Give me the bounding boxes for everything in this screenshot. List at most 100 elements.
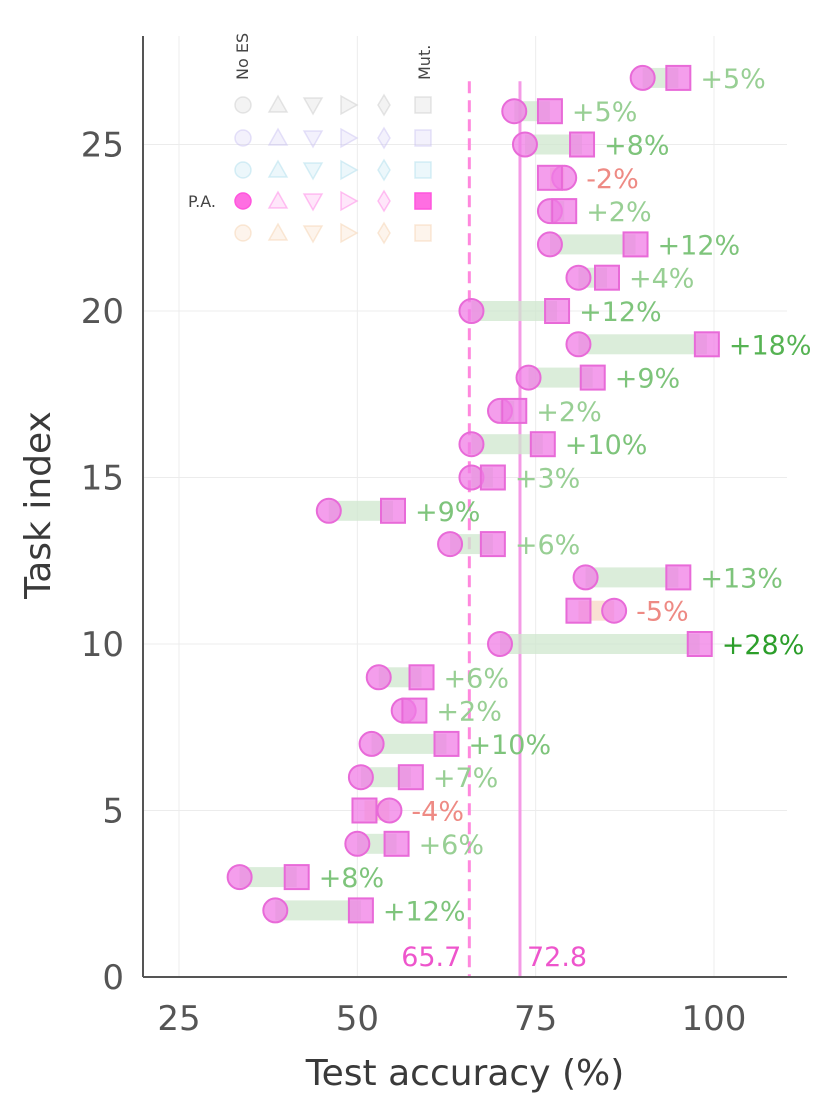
legend-square-marker <box>414 192 432 210</box>
square-marker <box>479 464 506 491</box>
square-marker <box>347 897 374 924</box>
improvement-bar <box>585 567 679 588</box>
data-marks <box>226 64 720 924</box>
improvement-bar <box>549 234 636 255</box>
delta-label: +5% <box>700 64 765 95</box>
circle-marker <box>376 797 403 824</box>
circle-marker <box>572 564 599 591</box>
square-marker <box>665 64 692 91</box>
legend-square-marker <box>414 161 432 179</box>
improvement-bar <box>275 900 361 921</box>
square-marker <box>551 198 578 225</box>
circle-marker <box>511 131 538 158</box>
delta-labels: +12%+8%+6%-4%+7%+10%+2%+6%+28%-5%+13%+6%… <box>319 64 812 928</box>
delta-label: +7% <box>433 763 498 794</box>
square-marker <box>383 830 410 857</box>
delta-label: +9% <box>415 497 480 528</box>
improvement-bar <box>578 334 707 355</box>
legend-triangle-down-marker <box>302 225 324 244</box>
legend-triangle-down-marker <box>302 193 324 212</box>
legend-column-label: Mut. <box>415 45 434 80</box>
legend-circle-marker <box>234 192 252 210</box>
delta-label: +5% <box>572 97 637 128</box>
y-tick-label: 10 <box>81 625 124 665</box>
delta-label: -4% <box>411 797 464 828</box>
x-axis-label: Test accuracy (%) <box>305 1053 625 1094</box>
delta-label: +3% <box>515 464 580 495</box>
improvement-bar <box>528 367 593 388</box>
square-marker <box>380 497 406 524</box>
legend-diamond-marker <box>377 189 391 213</box>
square-marker <box>686 631 713 657</box>
circle-marker <box>344 830 371 857</box>
legend-triangle-down-marker <box>302 162 324 181</box>
circle-marker <box>629 64 656 91</box>
square-marker <box>283 864 310 891</box>
legend-triangle-down-marker <box>302 97 324 116</box>
circle-marker <box>358 730 385 757</box>
circle-marker <box>501 98 528 125</box>
square-marker <box>501 397 528 424</box>
square-marker <box>351 797 378 824</box>
legend-triangle-up-marker <box>267 159 289 178</box>
legend-circle-marker <box>234 224 252 242</box>
legend-diamond-marker <box>377 93 391 117</box>
square-marker <box>579 364 606 391</box>
square-marker <box>401 697 428 724</box>
legend-diamond-marker <box>377 126 391 150</box>
x-tick-label: 75 <box>514 999 557 1039</box>
circle-marker <box>536 231 563 258</box>
legend-square-marker <box>414 224 432 242</box>
delta-label: +2% <box>436 697 501 728</box>
delta-label: +12% <box>383 896 466 927</box>
square-marker <box>536 164 563 191</box>
legend-triangle-right-marker <box>340 222 359 244</box>
x-tick-label: 25 <box>157 999 200 1039</box>
legend-triangle-up-marker <box>267 222 289 241</box>
improvement-bar <box>239 867 297 888</box>
circle-marker <box>565 264 592 291</box>
reference-lines: 65.7 72.8 <box>401 81 587 977</box>
circle-marker <box>437 531 464 558</box>
delta-label: +9% <box>615 364 680 395</box>
delta-label: +8% <box>319 863 384 894</box>
square-marker <box>693 331 720 358</box>
delta-label: +2% <box>536 397 601 428</box>
square-marker <box>565 597 592 624</box>
legend-triangle-right-marker <box>340 127 359 149</box>
delta-label: +4% <box>629 264 694 295</box>
delta-label: +6% <box>419 830 484 861</box>
improvement-bar <box>500 634 700 654</box>
legend-square-marker <box>414 129 432 147</box>
improvement-bar <box>371 733 447 754</box>
legend-triangle-up-marker <box>267 94 289 113</box>
legend-triangle-down-marker <box>302 130 324 149</box>
x-tick-labels: 25 50 75 100 <box>157 999 746 1039</box>
circle-marker <box>458 298 485 324</box>
circle-marker <box>565 331 592 358</box>
delta-label: +2% <box>586 197 651 228</box>
square-marker <box>665 564 692 591</box>
legend-triangle-up-marker <box>267 127 289 146</box>
square-marker <box>544 298 571 324</box>
circle-marker <box>365 664 392 691</box>
legend-diamond-marker <box>377 158 391 182</box>
axes <box>142 36 787 978</box>
circle-marker <box>315 497 342 524</box>
circle-marker <box>515 364 542 391</box>
square-marker <box>569 131 596 158</box>
delta-label: +10% <box>469 730 552 761</box>
y-tick-labels: 0 5 10 15 20 25 <box>81 126 124 999</box>
circle-marker <box>347 764 374 791</box>
square-marker <box>408 664 435 691</box>
legend-circle-marker <box>234 96 252 114</box>
delta-label: +8% <box>604 131 669 162</box>
y-tick-label: 5 <box>102 792 124 832</box>
circle-marker <box>601 597 628 624</box>
circle-marker <box>458 431 485 458</box>
legend-square-marker <box>414 96 432 114</box>
delta-label: +12% <box>658 230 741 261</box>
square-marker <box>529 431 556 458</box>
square-marker <box>433 730 460 757</box>
delta-label: +12% <box>579 297 662 328</box>
